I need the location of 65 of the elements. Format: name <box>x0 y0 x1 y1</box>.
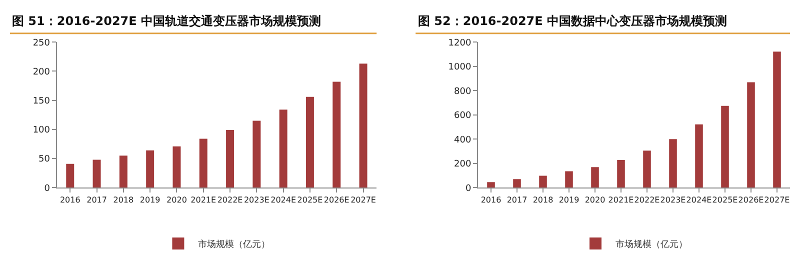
y-tick-label: 100 <box>32 126 50 136</box>
bar <box>721 106 729 188</box>
x-tick-label: 2027E <box>350 195 376 204</box>
bar <box>695 124 703 188</box>
x-tick-label: 2020 <box>166 195 187 204</box>
bar <box>306 96 314 188</box>
x-tick-label: 2024E <box>686 195 712 204</box>
y-tick-label: 0 <box>44 184 50 194</box>
x-tick-label: 2020 <box>584 195 606 204</box>
bar <box>226 130 234 188</box>
bar <box>591 167 599 188</box>
legend-label: 市场规模（亿元） <box>198 238 270 250</box>
x-tick-label: 2022E <box>217 195 243 204</box>
x-tick-label: 2026E <box>738 195 764 204</box>
bar <box>643 150 651 188</box>
bar <box>359 64 368 188</box>
bar <box>66 164 74 188</box>
y-tick-label: 0 <box>465 184 472 194</box>
y-tick-label: 50 <box>38 154 50 165</box>
bar <box>332 82 341 188</box>
x-tick-label: 2021E <box>190 195 216 204</box>
x-tick-label: 2022E <box>634 195 660 204</box>
x-tick-label: 2026E <box>324 195 350 204</box>
x-tick-label: 2016 <box>480 195 502 204</box>
bar <box>92 160 101 188</box>
bar <box>199 138 208 188</box>
x-tick-label: 2024E <box>270 195 296 204</box>
bar <box>565 171 573 188</box>
y-tick-label: 800 <box>454 86 472 97</box>
x-tick-label: 2027E <box>764 195 790 204</box>
x-tick-label: 2023E <box>660 195 686 204</box>
x-tick-label: 2025E <box>712 195 738 204</box>
x-tick-label: 2023E <box>244 195 270 204</box>
x-tick-label: 2017 <box>506 195 528 204</box>
chart-title: 图 51：2016-2027E 中国轨道交通变压器市场规模预测 <box>12 14 322 28</box>
bar <box>669 139 677 188</box>
y-tick-label: 600 <box>454 111 472 122</box>
x-tick-label: 2025E <box>297 195 323 204</box>
x-tick-label: 2018 <box>113 195 134 204</box>
x-tick-label: 2019 <box>558 195 580 204</box>
y-tick-label: 200 <box>32 67 50 78</box>
bar <box>279 110 288 188</box>
bar <box>146 150 154 188</box>
bar <box>747 82 755 188</box>
y-tick-label: 1200 <box>448 38 472 48</box>
bar <box>539 176 547 188</box>
x-tick-label: 2018 <box>532 195 554 204</box>
bar <box>513 179 521 188</box>
bar <box>487 182 495 188</box>
y-tick-label: 400 <box>454 135 472 146</box>
legend-label: 市场规模（亿元） <box>616 238 688 250</box>
x-tick-label: 2016 <box>60 195 80 204</box>
bar <box>172 146 181 188</box>
x-tick-label: 2017 <box>86 195 107 204</box>
y-tick-label: 1000 <box>448 62 472 73</box>
x-tick-label: 2021E <box>608 195 634 204</box>
bar <box>119 156 128 188</box>
chart-title: 图 52：2016-2027E 中国数据中心变压器市场规模预测 <box>418 14 728 28</box>
y-tick-label: 200 <box>454 160 472 170</box>
x-tick-label: 2019 <box>140 195 160 204</box>
y-tick-label: 150 <box>32 96 50 106</box>
bar <box>773 52 781 188</box>
bar <box>617 160 625 188</box>
y-tick-label: 250 <box>32 38 50 48</box>
bar <box>252 120 261 188</box>
